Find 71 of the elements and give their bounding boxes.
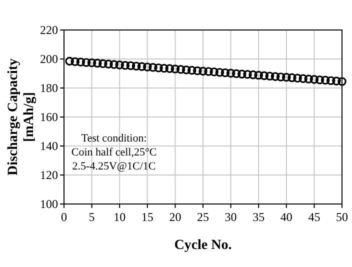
y-tick-label: 100 <box>40 197 58 211</box>
point <box>210 68 219 76</box>
point <box>288 73 296 82</box>
point <box>143 62 152 72</box>
point <box>137 62 146 71</box>
x-axis-title: Cycle No. <box>174 238 232 253</box>
y-tick-label: 180 <box>40 81 58 95</box>
point <box>65 56 74 66</box>
point <box>338 77 346 86</box>
point <box>243 70 252 79</box>
point <box>320 76 330 85</box>
point <box>176 65 186 74</box>
point <box>304 74 314 84</box>
point <box>98 59 108 68</box>
x-tick-label: 20 <box>169 210 182 224</box>
x-tick-label: 25 <box>197 210 209 224</box>
point <box>160 64 168 73</box>
point <box>82 58 91 67</box>
point <box>165 64 174 73</box>
point <box>298 74 308 83</box>
point <box>270 72 280 81</box>
point <box>226 68 236 78</box>
point <box>265 72 274 81</box>
point <box>193 66 202 76</box>
point <box>148 63 158 72</box>
point <box>104 60 113 68</box>
x-tick-label: 15 <box>141 210 154 224</box>
x-tick-label: 35 <box>252 210 265 224</box>
point <box>260 71 269 80</box>
y-tick-label: 200 <box>40 52 58 66</box>
y-tick-label: 220 <box>40 23 58 37</box>
x-tick-label: 30 <box>224 210 237 224</box>
x-tick-label: 45 <box>308 210 320 224</box>
point <box>110 60 118 69</box>
point <box>126 61 136 70</box>
x-tick-label: 10 <box>114 210 126 224</box>
point <box>276 72 286 82</box>
x-tick-label: 0 <box>61 210 67 224</box>
point <box>310 75 319 84</box>
point <box>282 72 291 82</box>
point <box>232 69 241 78</box>
point <box>332 76 341 86</box>
point <box>115 60 124 70</box>
y-tick-label: 160 <box>40 110 58 124</box>
point <box>238 70 246 78</box>
point <box>170 64 180 74</box>
point <box>92 58 102 68</box>
point <box>132 62 141 71</box>
point <box>326 76 336 86</box>
point <box>215 68 224 77</box>
point <box>187 66 196 75</box>
point <box>220 68 230 78</box>
point <box>293 74 302 83</box>
x-tick-label: 40 <box>280 210 292 224</box>
point <box>204 67 213 76</box>
y-axis-title: Discharge Capacity [mAh/g] <box>6 58 37 176</box>
point <box>198 66 208 76</box>
y-tick-label: 140 <box>40 139 58 153</box>
point <box>248 70 258 80</box>
point <box>315 75 324 84</box>
x-tick-label: 50 <box>336 210 348 224</box>
point <box>154 63 163 72</box>
y-tick-label: 120 <box>40 168 58 182</box>
point <box>70 57 80 66</box>
point <box>120 60 130 70</box>
point <box>87 58 96 68</box>
point <box>182 65 191 74</box>
annotation: Test condition: Coin half cell,25°C 2.5-4.25V@1C/1C <box>71 132 157 173</box>
x-tick-label: 5 <box>88 210 95 224</box>
point <box>76 58 86 66</box>
point <box>254 70 263 80</box>
